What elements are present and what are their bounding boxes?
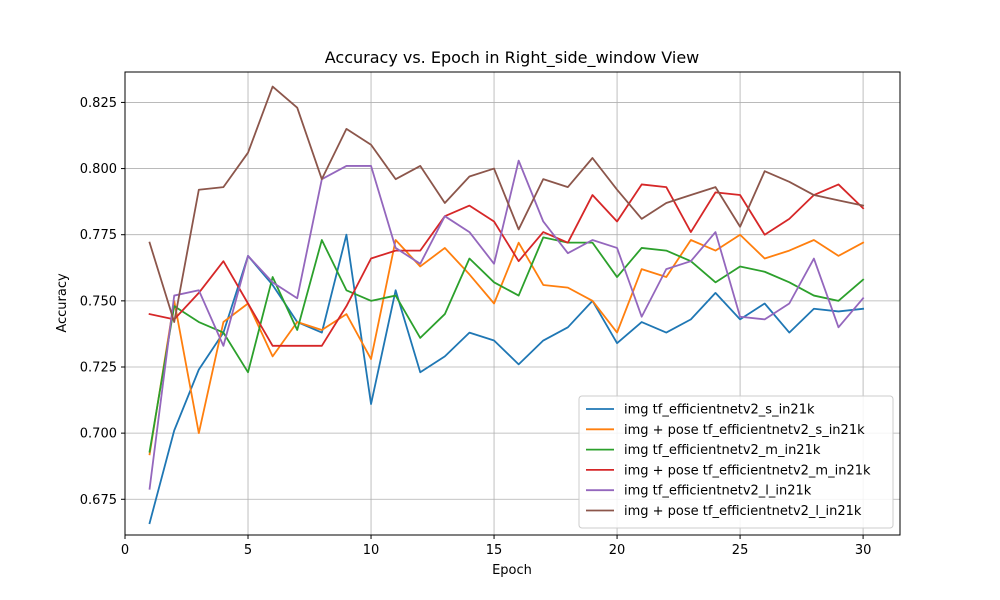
y-axis-label: Accuracy — [55, 273, 70, 333]
y-axis-ticks: 0.675 0.700 0.725 0.750 0.775 0.800 0.825 — [80, 96, 125, 508]
y-tick-label: 0.700 — [80, 427, 117, 442]
y-tick-label: 0.675 — [80, 493, 117, 508]
legend-entry-label: img + pose tf_efficientnetv2_s_in21k — [624, 423, 865, 438]
x-tick-label: 30 — [855, 543, 872, 558]
x-tick-label: 0 — [121, 543, 129, 558]
y-tick-label: 0.800 — [80, 162, 117, 177]
y-tick-label: 0.725 — [80, 360, 117, 375]
legend-box — [578, 395, 894, 529]
plot-frame — [124, 71, 901, 536]
legend-entry-label: img tf_efficientnetv2_m_in21k — [624, 443, 821, 458]
x-tick-label: 5 — [244, 543, 252, 558]
x-tick-label: 10 — [363, 543, 380, 558]
x-tick-label: 25 — [732, 543, 749, 558]
legend-entry-label: img tf_efficientnetv2_s_in21k — [624, 403, 815, 418]
x-axis-ticks: 0 5 10 15 20 25 30 — [121, 535, 872, 558]
x-axis-label: Epoch — [492, 563, 532, 578]
legend-entry-label: img + pose tf_efficientnetv2_l_in21k — [624, 504, 862, 519]
series-line-4 — [148, 183, 865, 347]
legend-entry-label: img tf_efficientnetv2_l_in21k — [624, 484, 812, 499]
grid — [124, 72, 900, 535]
y-tick-label: 0.825 — [80, 96, 117, 111]
chart-title: Accuracy vs. Epoch in Right_side_window … — [325, 48, 700, 68]
series-line-2 — [148, 233, 865, 456]
legend-entry-label: img + pose tf_efficientnetv2_m_in21k — [624, 463, 871, 478]
y-tick-label: 0.775 — [80, 228, 117, 243]
series-line-5 — [148, 159, 865, 490]
series-line-6 — [148, 85, 865, 323]
x-tick-label: 20 — [609, 543, 626, 558]
x-tick-label: 15 — [486, 543, 503, 558]
series-lines — [148, 85, 865, 525]
y-tick-label: 0.750 — [80, 294, 117, 309]
series-line-3 — [148, 236, 865, 453]
